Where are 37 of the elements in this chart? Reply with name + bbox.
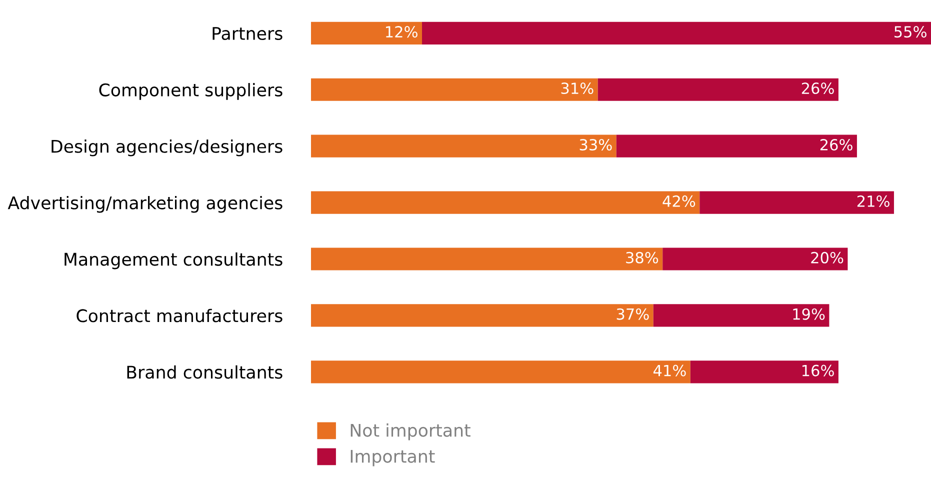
bar [310, 22, 422, 44]
bar [310, 304, 654, 327]
y-tick-label: Contract manufacturers [76, 308, 282, 322]
data-label: 12% [386, 26, 418, 38]
data-label: 38% [626, 252, 658, 264]
bar [310, 134, 616, 158]
legend-label: Important [350, 450, 435, 466]
y-tick-label: Partners [212, 27, 282, 40]
bar [310, 191, 700, 214]
data-label: 16% [802, 364, 834, 376]
bar [598, 78, 838, 101]
data-label: 20% [811, 252, 844, 264]
data-label: 42% [662, 195, 696, 207]
data-label: 31% [561, 82, 594, 94]
data-label: 19% [793, 308, 825, 320]
bar [310, 78, 598, 101]
bar [422, 22, 931, 44]
data-label: 26% [802, 82, 834, 94]
data-label: 21% [857, 195, 890, 207]
bar [616, 134, 857, 158]
legend-label: Not important [350, 423, 470, 440]
y-tick-label: Brand consultants [127, 365, 282, 379]
data-label: 26% [820, 138, 852, 151]
bar [662, 248, 848, 270]
data-label: 37% [616, 308, 649, 320]
bar [690, 360, 838, 384]
bar [310, 248, 663, 270]
y-tick-label: Design agencies/designers [52, 139, 282, 156]
y-tick-label: Advertising/marketing agencies [8, 196, 282, 213]
data-label: 55% [894, 26, 926, 38]
y-tick-label: Management consultants [64, 252, 282, 270]
bar [653, 304, 830, 327]
bar [700, 191, 894, 214]
data-label: 33% [580, 138, 612, 151]
data-label: 41% [653, 364, 686, 376]
bar [310, 360, 690, 384]
y-tick-label: Component suppliers [99, 83, 282, 100]
